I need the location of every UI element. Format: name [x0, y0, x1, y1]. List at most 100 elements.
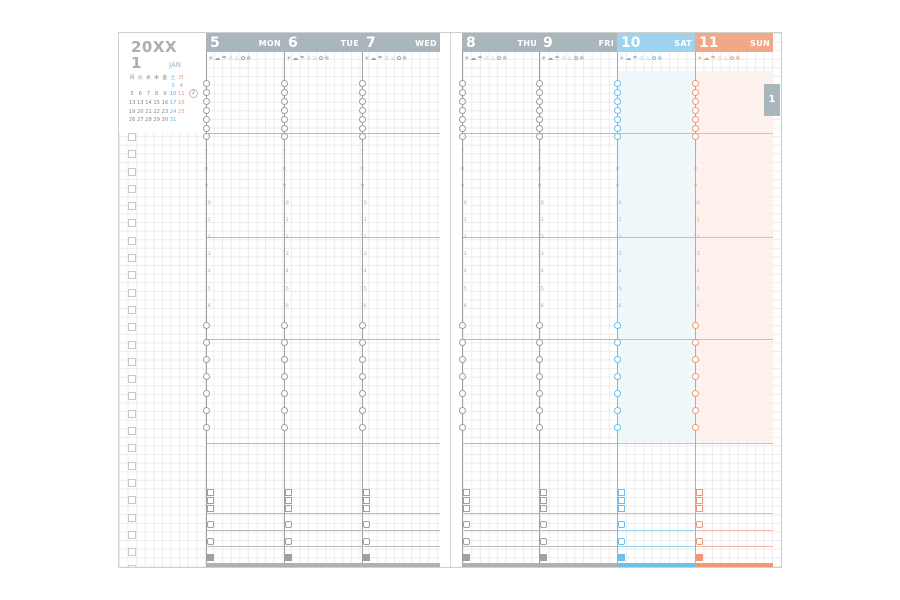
- todo-checkbox[interactable]: [128, 496, 136, 505]
- mini-calendar-date[interactable]: 21: [145, 108, 152, 115]
- mini-calendar-date[interactable]: 5: [130, 91, 134, 98]
- footer-marker-icon: [540, 521, 547, 528]
- footer-marker-icon: [285, 538, 292, 545]
- weather-icons-row[interactable]: ☀☁☂☃♨✿❄: [619, 55, 664, 62]
- footer-checkbox[interactable]: [696, 505, 703, 512]
- todo-checkbox[interactable]: [128, 392, 136, 401]
- mini-calendar-date[interactable]: 13: [136, 100, 144, 107]
- time-bead-icon: [536, 407, 543, 414]
- footer-checkbox[interactable]: [207, 497, 214, 504]
- mini-calendar-date[interactable]: 17: [169, 100, 177, 107]
- mini-calendar-date[interactable]: 28: [145, 117, 152, 124]
- weather-icons-row[interactable]: ☀☁☂☃♨✿❄: [286, 55, 331, 62]
- mini-calendar-date[interactable]: 4: [179, 82, 183, 89]
- todo-checkbox[interactable]: [128, 184, 136, 193]
- todo-checkbox[interactable]: [128, 133, 136, 141]
- footer-checkbox[interactable]: [363, 505, 370, 512]
- footer-checkbox[interactable]: [618, 505, 625, 512]
- todo-checkbox[interactable]: [128, 375, 136, 384]
- time-bead-icon: [203, 424, 210, 431]
- mini-calendar-date[interactable]: 3: [171, 82, 175, 89]
- todo-checkbox[interactable]: [128, 219, 136, 228]
- mini-calendar-date[interactable]: 31: [169, 117, 177, 124]
- todo-checkbox[interactable]: [128, 236, 136, 245]
- footer-checkbox[interactable]: [207, 489, 214, 496]
- mini-calendar-date[interactable]: 29: [153, 117, 160, 124]
- mini-calendar-date[interactable]: 19: [128, 108, 136, 115]
- todo-checkbox[interactable]: [128, 513, 136, 522]
- footer-checkbox[interactable]: [696, 489, 703, 496]
- footer-checkbox[interactable]: [540, 489, 547, 496]
- todo-checkbox[interactable]: [128, 167, 136, 176]
- mini-calendar-date[interactable]: 13: [128, 100, 136, 107]
- mini-calendar-date[interactable]: 7: [146, 91, 151, 98]
- todo-checkbox[interactable]: [128, 340, 136, 349]
- hour-label: 12: [538, 235, 544, 240]
- weather-icons-row[interactable]: ☀☁☂☃♨✿❄: [464, 55, 509, 62]
- mini-calendar-date[interactable]: 16: [161, 100, 169, 107]
- mini-calendar-date[interactable]: 11: [177, 91, 185, 98]
- mini-calendar-date[interactable]: 25: [177, 108, 185, 115]
- todo-checkbox[interactable]: [128, 565, 136, 567]
- mini-calendar-date[interactable]: 6: [138, 91, 142, 98]
- footer-checkbox[interactable]: [540, 497, 547, 504]
- hour-label: 15: [205, 287, 211, 292]
- todo-checkbox[interactable]: [128, 357, 136, 366]
- footer-checkbox[interactable]: [463, 497, 470, 504]
- mini-calendar-date[interactable]: 20: [136, 108, 144, 115]
- todo-checkbox[interactable]: [128, 530, 136, 539]
- mini-calendar-date[interactable]: 30: [161, 117, 169, 124]
- mini-calendar-date[interactable]: 8: [155, 91, 159, 98]
- todo-checkbox[interactable]: [128, 305, 136, 314]
- weather-icons-row[interactable]: ☀☁☂☃♨✿❄: [364, 55, 409, 62]
- footer-checkbox[interactable]: [696, 497, 703, 504]
- todo-checkbox[interactable]: [128, 323, 136, 332]
- todo-checkbox[interactable]: [128, 271, 136, 280]
- footer-checkbox[interactable]: [285, 505, 292, 512]
- footer-checkbox[interactable]: [363, 497, 370, 504]
- mini-calendar-date[interactable]: 22: [153, 108, 160, 115]
- section-divider: [695, 133, 773, 134]
- footer-checkbox[interactable]: [285, 497, 292, 504]
- footer-checkbox[interactable]: [363, 489, 370, 496]
- weather-icons-row[interactable]: ☀☁☂☃♨✿❄: [697, 55, 742, 62]
- todo-checkbox[interactable]: [128, 461, 136, 470]
- mini-calendar-date[interactable]: 9: [163, 91, 167, 98]
- mini-calendar-date[interactable]: 14: [145, 100, 152, 107]
- mini-calendar-date[interactable]: 24: [169, 108, 177, 115]
- month-index-tab[interactable]: 1: [764, 84, 780, 116]
- time-bead-icon: [281, 339, 288, 346]
- mini-calendar-date[interactable]: 15: [153, 100, 160, 107]
- todo-checkbox[interactable]: [128, 409, 136, 418]
- section-divider: [462, 546, 540, 547]
- todo-checkbox[interactable]: [128, 288, 136, 297]
- footer-checkbox[interactable]: [618, 489, 625, 496]
- mini-calendar-date[interactable]: 26: [128, 117, 136, 124]
- mini-calendar-date[interactable]: 18: [177, 100, 185, 107]
- todo-checkbox[interactable]: [128, 548, 136, 557]
- footer-checkbox[interactable]: [540, 505, 547, 512]
- hour-label: 7: [205, 150, 208, 155]
- todo-checkbox[interactable]: [128, 202, 136, 211]
- todo-checkbox[interactable]: [128, 478, 136, 487]
- section-divider: [617, 133, 695, 134]
- todo-checkbox[interactable]: [128, 254, 136, 263]
- day-number: 5: [210, 35, 220, 51]
- footer-checkbox[interactable]: [207, 505, 214, 512]
- todo-checkbox[interactable]: [128, 150, 136, 159]
- hour-label: 7: [616, 150, 619, 155]
- weather-icons-row[interactable]: ☀☁☂☃♨✿❄: [208, 55, 253, 62]
- mini-calendar-date[interactable]: 27: [136, 117, 144, 124]
- mini-calendar-date[interactable]: 10: [169, 91, 177, 98]
- footer-checkbox[interactable]: [463, 489, 470, 496]
- footer-checkbox[interactable]: [463, 505, 470, 512]
- todo-checkbox[interactable]: [128, 427, 136, 436]
- section-divider: [539, 530, 617, 531]
- footer-checkbox[interactable]: [618, 497, 625, 504]
- todo-checkbox[interactable]: [128, 444, 136, 453]
- mini-calendar-week: 26 27 28 29 30 31: [128, 116, 192, 125]
- next-month-marker[interactable]: 2: [189, 89, 198, 98]
- weather-icons-row[interactable]: ☀☁☂☃♨✿❄: [541, 55, 586, 62]
- mini-calendar-date[interactable]: 23: [161, 108, 169, 115]
- footer-checkbox[interactable]: [285, 489, 292, 496]
